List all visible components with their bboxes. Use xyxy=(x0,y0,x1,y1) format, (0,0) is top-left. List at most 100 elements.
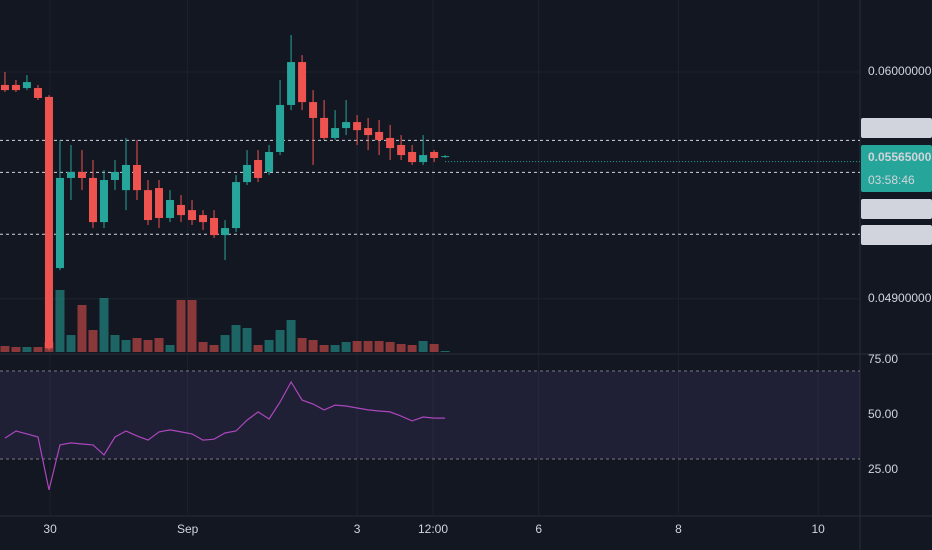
volume-bar xyxy=(176,300,186,352)
candle-body xyxy=(221,228,230,236)
volume-bar xyxy=(396,344,406,352)
volume-bar xyxy=(154,338,164,352)
candle-body xyxy=(188,210,197,221)
volume-bar xyxy=(198,342,208,352)
volume-bar xyxy=(77,305,87,352)
candle-body xyxy=(243,164,252,183)
volume-bar xyxy=(264,340,274,352)
level-label: 0.05212844 xyxy=(868,227,932,241)
candle-body xyxy=(309,102,318,118)
volume-bar xyxy=(275,330,285,352)
x-tick-label: 3 xyxy=(354,522,361,536)
rsi-tick-label: 25.00 xyxy=(868,462,898,476)
candle-body xyxy=(99,180,108,223)
candle-body xyxy=(133,164,142,191)
volume-bar xyxy=(22,347,32,352)
volume-bar xyxy=(209,345,219,352)
volume-bar xyxy=(429,344,439,352)
x-tick-label: 12:00 xyxy=(418,522,448,536)
x-tick-label: 6 xyxy=(535,522,542,536)
y-tick-label: 0.06000000 xyxy=(868,64,932,78)
volume-bar xyxy=(363,341,373,352)
candle-body xyxy=(430,151,439,158)
candle-body xyxy=(177,204,186,216)
x-tick-label: 10 xyxy=(812,522,826,536)
volume-bar xyxy=(121,340,131,352)
candle-body xyxy=(353,122,362,131)
x-tick-label: 8 xyxy=(675,522,682,536)
candle-body xyxy=(110,171,119,181)
level-label: 0.05668124 xyxy=(868,120,932,134)
volume-bar xyxy=(286,320,296,352)
rsi-tick-label: 75.00 xyxy=(868,352,898,366)
candle-body xyxy=(375,131,384,141)
volume-bar xyxy=(165,345,175,352)
level-label-box xyxy=(861,225,932,245)
candle-body xyxy=(232,182,241,229)
volume-bar xyxy=(0,346,10,352)
candle-body xyxy=(287,62,296,105)
candle-body xyxy=(77,171,86,178)
candle-body xyxy=(122,164,131,191)
current-price-label: 0.05565000 xyxy=(868,150,932,164)
candle-body xyxy=(254,160,263,178)
candle-body xyxy=(441,156,450,158)
candle-body xyxy=(386,137,395,149)
candle-body xyxy=(419,155,428,163)
volume-bar xyxy=(11,347,21,352)
candle-body xyxy=(408,151,417,163)
volume-bar xyxy=(341,342,351,352)
candle-body xyxy=(320,117,329,138)
volume-bar xyxy=(132,338,142,352)
volume-bar xyxy=(352,341,362,352)
volume-bar xyxy=(55,290,65,352)
candle-body xyxy=(364,128,373,136)
volume-bar xyxy=(418,341,428,352)
volume-bar xyxy=(220,335,230,352)
volume-bar xyxy=(187,300,197,352)
candle-body xyxy=(265,151,274,172)
volume-bar xyxy=(407,345,417,352)
x-tick-label: Sep xyxy=(177,522,199,536)
volume-bar xyxy=(242,328,252,352)
current-price-box xyxy=(861,145,932,192)
volume-bar xyxy=(66,335,76,352)
y-tick-label: 0.04900000 xyxy=(868,291,932,305)
volume-bar xyxy=(231,325,241,352)
volume-bar xyxy=(308,340,318,352)
volume-bar xyxy=(33,347,43,352)
candle-body xyxy=(276,104,285,152)
volume-bar xyxy=(110,335,120,352)
volume-bar xyxy=(88,330,98,352)
volume-bar xyxy=(143,340,153,352)
volume-bar xyxy=(440,351,450,352)
rsi-band xyxy=(0,371,860,459)
candle-body xyxy=(144,190,153,221)
volume-bar xyxy=(319,345,329,352)
candle-body xyxy=(298,62,307,103)
volume-bar xyxy=(385,342,395,352)
candle-body xyxy=(44,96,53,349)
candle-body xyxy=(55,177,64,269)
countdown: 03:58:46 xyxy=(868,173,915,187)
level-label-box xyxy=(861,199,932,219)
candle-body xyxy=(397,144,406,156)
x-tick-label: 30 xyxy=(43,522,57,536)
candle-body xyxy=(22,82,31,89)
candle-body xyxy=(210,217,219,236)
candle-body xyxy=(166,200,175,218)
volume-bar xyxy=(330,345,340,352)
volume-bar xyxy=(297,338,307,352)
candle-body xyxy=(342,122,351,129)
volume-bar xyxy=(99,298,109,352)
level-label-box xyxy=(861,118,932,138)
candle-body xyxy=(88,177,97,223)
rsi-tick-label: 50.00 xyxy=(868,407,898,421)
candle-body xyxy=(199,215,208,223)
rsi-line xyxy=(4,380,446,491)
candle-body xyxy=(331,128,340,138)
candle-body xyxy=(155,188,164,218)
